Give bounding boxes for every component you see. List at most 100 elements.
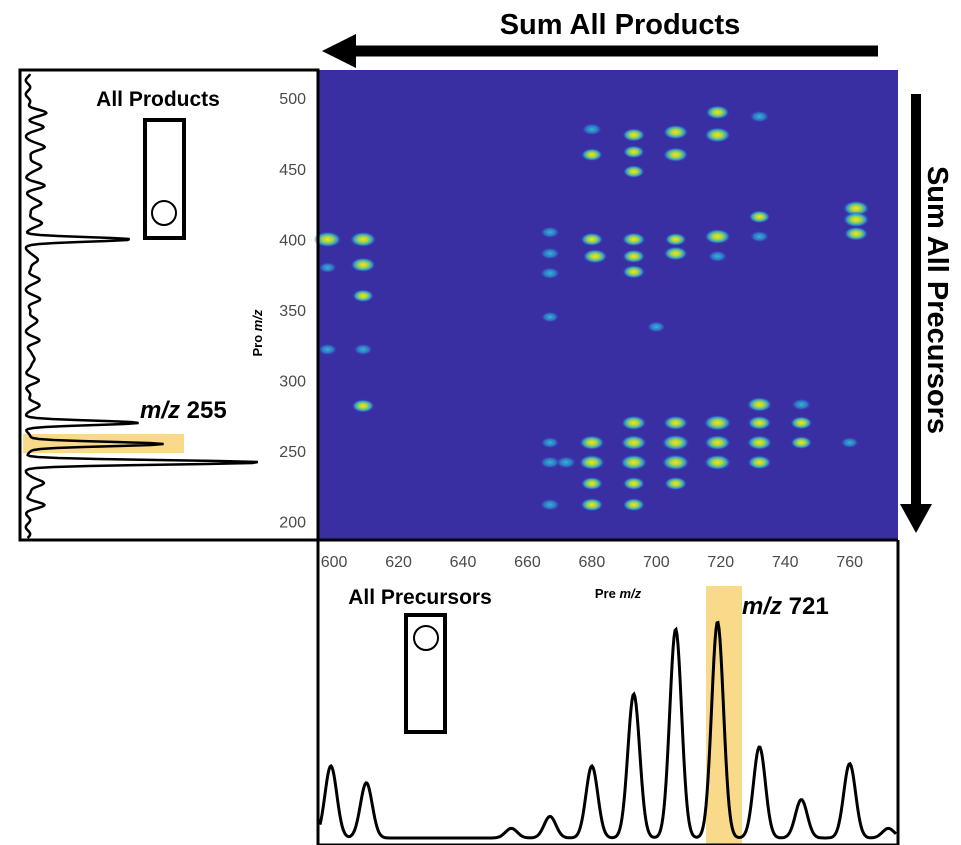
precursors-frame (316, 540, 900, 845)
x-axis-ticks: 600 620 640 660 680 700 720 740 760 (321, 554, 863, 571)
heatmap-spot (539, 456, 561, 469)
heatmap-spot (703, 454, 732, 471)
heatmap-spot (705, 105, 730, 120)
heatmap-spot (622, 498, 646, 512)
y-tick-label: 500 (279, 91, 306, 108)
heatmap-spot (746, 397, 773, 412)
x-tick-label: 640 (450, 554, 477, 571)
precursors-title: All Precursors (348, 586, 492, 609)
heatmap-spot (622, 476, 646, 491)
y-tick-label: 400 (279, 232, 306, 249)
products-annotation-italic: m/z (140, 397, 180, 424)
sum-all-products-label: Sum All Products (500, 9, 741, 41)
heatmap-spot (747, 415, 772, 430)
x-axis-label: Pre m/z (595, 586, 642, 601)
x-tick-label: 740 (772, 554, 799, 571)
x-axis-label-prefix: Pre (595, 586, 620, 601)
heatmap-spot (842, 200, 870, 217)
y-axis-ticks: 200 250 300 350 400 450 500 (279, 91, 306, 531)
heatmap-spot (664, 476, 688, 491)
heatmap-spot (349, 231, 377, 248)
heatmap-spot (703, 414, 732, 431)
heatmap-spot (622, 145, 645, 159)
heatmap-spot (313, 231, 342, 248)
heatmap-spot (539, 267, 561, 280)
heatmap-spot (663, 415, 689, 431)
heatmap-spot (747, 455, 772, 470)
heatmap-spot (622, 249, 646, 264)
heatmap-spot (661, 454, 690, 471)
products-annotation: m/z 255 (140, 397, 227, 424)
precursors-annotation: m/z 721 (742, 593, 829, 620)
heatmap-background (318, 70, 898, 540)
heatmap-spot (662, 147, 689, 163)
vial-precursors-icon (404, 613, 447, 734)
precursors-annotation-italic: m/z (742, 593, 782, 620)
heatmap-spot (580, 476, 604, 491)
y-tick-label: 200 (279, 515, 306, 532)
heatmap-spot (580, 497, 604, 512)
x-tick-label: 720 (707, 554, 734, 571)
heatmap-spot (622, 128, 646, 142)
heatmap-spot (704, 228, 731, 245)
x-tick-label: 680 (579, 554, 606, 571)
arrow-left-icon (322, 34, 356, 68)
precursors-annotation-value: 721 (782, 593, 829, 620)
products-frame (18, 68, 320, 542)
x-tick-label: 620 (385, 554, 412, 571)
heatmap-spot (620, 415, 647, 431)
heatmap-spot (539, 498, 561, 511)
heatmap-spot (555, 456, 577, 469)
y-tick-label: 250 (279, 444, 306, 461)
heatmap-spot (352, 289, 375, 303)
heatmap-spot (540, 311, 560, 323)
y-axis-label: Pro m/z (250, 309, 265, 356)
heatmap-spot (843, 226, 869, 241)
heatmap-spot (790, 436, 813, 450)
heatmap-spot (621, 232, 646, 247)
heatmap-spot (579, 435, 605, 451)
precursors-spectrum: All Precursors m/z 721 (316, 538, 900, 845)
heatmap-spot (748, 210, 771, 224)
products-spectrum: All Products m/z 255 (18, 68, 320, 542)
x-tick-label: 700 (643, 554, 670, 571)
heatmap-spot (622, 265, 646, 279)
heatmap-spot (353, 343, 373, 356)
products-annotation-value: 255 (180, 397, 227, 424)
precursors-spectrum-line (318, 620, 898, 840)
heatmap-spot (704, 127, 731, 143)
y-tick-label: 350 (279, 303, 306, 320)
heatmap-spot (580, 232, 604, 247)
heatmap (313, 70, 898, 540)
heatmap-spot (790, 416, 813, 430)
heatmap-spot (578, 454, 605, 470)
heatmap-spot (622, 165, 645, 179)
heatmap-spot (707, 250, 728, 263)
x-axis-label-italic: m/z (619, 586, 641, 601)
products-title: All Products (96, 88, 220, 111)
arrow-down-icon (900, 504, 932, 533)
heatmap-spot (318, 261, 337, 274)
products-spectrum-line (24, 73, 259, 539)
heatmap-spot (704, 434, 731, 451)
heatmap-spot (746, 435, 773, 451)
heatmap-spot (749, 110, 770, 123)
heatmap-spot (581, 123, 603, 136)
heatmap-spot (842, 211, 870, 228)
heatmap-spot (351, 399, 375, 413)
heatmap-spot (791, 398, 812, 411)
heatmap-spot (663, 246, 688, 261)
heatmap-spot (350, 257, 376, 273)
heatmap-spot (582, 249, 608, 264)
heatmap-spot (749, 230, 770, 243)
heatmap-spot (646, 321, 666, 333)
sum-all-precursors-label: Sum All Precursors (921, 166, 953, 434)
heatmap-spot (539, 247, 561, 260)
x-tick-label: 600 (321, 554, 348, 571)
heatmap-spots (313, 105, 870, 512)
heatmap-spot (840, 437, 859, 449)
heatmap-spot (317, 343, 338, 356)
y-tick-label: 450 (279, 162, 306, 179)
heatmap-spot (540, 226, 560, 239)
